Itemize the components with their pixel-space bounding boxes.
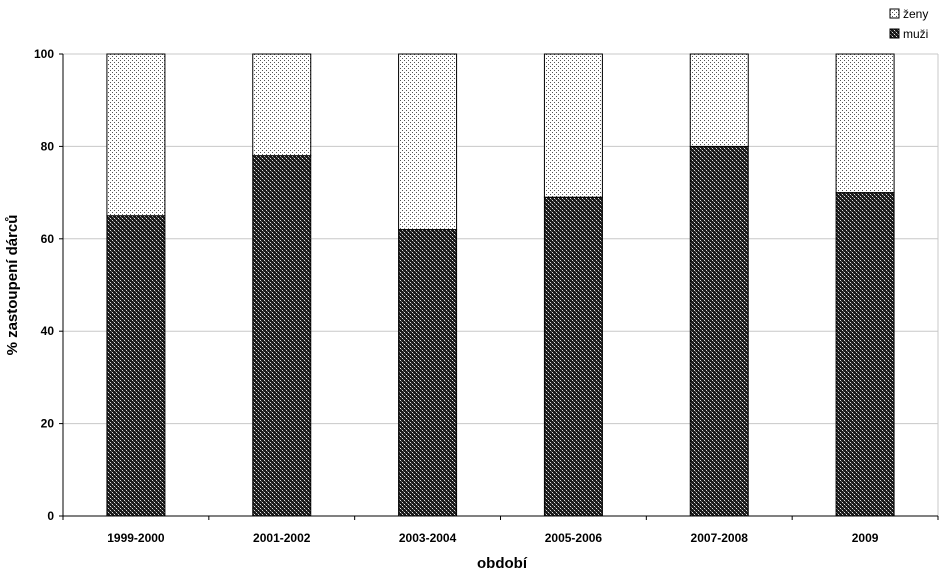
y-tick-label: 40	[41, 324, 55, 338]
axes	[62, 54, 938, 517]
legend-label: muži	[903, 27, 928, 41]
legend-swatch	[889, 8, 900, 19]
y-tick-label: 100	[34, 47, 54, 61]
bar-muzi	[106, 215, 166, 517]
y-tick-label: 0	[47, 509, 54, 523]
x-tick-label: 2007-2008	[691, 531, 749, 545]
x-tick-label: 1999-2000	[107, 531, 165, 545]
bars	[106, 53, 895, 517]
y-axis-title: % zastoupení dárců	[4, 215, 21, 356]
gridlines	[63, 53, 939, 516]
x-tick-label: 2001-2002	[253, 531, 311, 545]
legend: ženy muži	[889, 7, 928, 41]
bar-zeny	[106, 53, 166, 217]
bar-muzi	[835, 192, 895, 517]
y-tick-label: 20	[41, 417, 55, 431]
x-tick-labels: 1999-2000 2001-2002 2003-2004 2005-2006 2007…	[62, 516, 939, 545]
x-axis-title: období	[477, 555, 528, 572]
y-tick-labels: 0 20 40 60 80 100	[34, 47, 63, 523]
bar-zeny	[252, 53, 312, 157]
bar-zeny	[398, 53, 458, 231]
bar-zeny	[689, 53, 749, 147]
bar-muzi	[543, 196, 603, 517]
legend-label: ženy	[903, 7, 928, 21]
x-tick-label: 2003-2004	[399, 531, 457, 545]
legend-swatch	[889, 28, 900, 39]
y-tick-label: 80	[41, 139, 55, 153]
x-tick-label: 2005-2006	[545, 531, 603, 545]
bar-muzi	[398, 229, 458, 517]
bar-muzi	[252, 155, 312, 517]
bar-muzi	[689, 145, 749, 517]
bar-zeny	[543, 53, 603, 198]
bar-zeny	[835, 53, 895, 194]
x-tick-label: 2009	[852, 531, 879, 545]
y-tick-label: 60	[41, 232, 55, 246]
